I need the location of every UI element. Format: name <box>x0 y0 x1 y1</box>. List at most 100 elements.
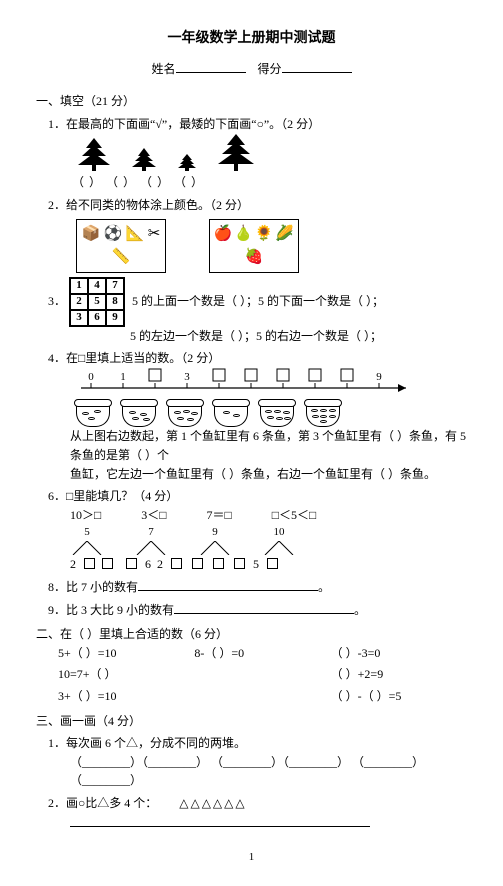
sec3-q2: 2．画○比△多 4 个： △△△△△△ <box>48 794 467 827</box>
obj-icon: 📏 <box>112 246 131 269</box>
q6-text: 6．□里能填几？（4 分） <box>48 487 467 506</box>
grid-cell: 3 <box>70 310 88 326</box>
q6-bottom-row: 2 6 2 5 <box>70 555 467 574</box>
tree-1 <box>78 141 110 171</box>
q6: 6．□里能填几？（4 分） 10＞□ 3＜□ 7＝□ □＜5＜□ 5 7 9 1… <box>48 487 467 574</box>
q8: 8．比 7 小的数有 。 <box>48 578 467 597</box>
eq-item: 5+（ ）=10 <box>58 644 194 663</box>
page-title: 一年级数学上册期中测试题 <box>36 28 467 50</box>
obj-icon: 🍓 <box>245 246 264 269</box>
number-bond: 5 <box>70 524 104 555</box>
q4: 4．在□里填上适当的数。（2 分） 0 1 3 9 <box>48 349 467 483</box>
obj-icon: 📦 <box>82 223 101 246</box>
eq-item: 10=7+（ ） <box>58 665 194 684</box>
q3-lead: 3． <box>48 293 66 307</box>
eq-item: 3+（ ）=10 <box>58 687 194 706</box>
q1-trees <box>78 137 467 171</box>
q6-ineq: □＜5＜□ <box>272 506 317 525</box>
q1: 1．在最高的下面画“√”，最矮的下面画“○”。（2 分） <box>48 115 467 192</box>
section-2-heading: 二、在（ ）里填上合适的数（6 分） <box>36 625 467 644</box>
fishbowl <box>260 403 294 427</box>
name-blank <box>176 61 246 73</box>
section-3: 三、画一画（4 分） 1．每次画 6 个△，分成不同的两堆。 （________… <box>36 712 467 827</box>
fishbowl <box>306 403 340 427</box>
sec3-q2-triangles: △△△△△△ <box>179 796 246 810</box>
fishbowl <box>168 403 202 427</box>
eq-item: （ ）-（ ）=5 <box>331 687 467 706</box>
sec3-q2-lead: 2．画○比△多 4 个： <box>48 796 157 810</box>
svg-text:1: 1 <box>120 371 126 383</box>
grid-cell: 5 <box>88 294 106 310</box>
q6-ineq: 10＞□ <box>70 506 101 525</box>
grid-cell: 4 <box>88 278 106 294</box>
fishbowl <box>122 403 156 427</box>
q4-line1: 从上图右边数起，第 1 个鱼缸里有 6 条鱼，第 3 个鱼缸里有（ ）条鱼，有 … <box>70 427 467 464</box>
q6-ineq: 3＜□ <box>141 506 166 525</box>
obj-icon: ⚽ <box>104 223 123 246</box>
number-bond: 9 <box>198 524 232 555</box>
obj-icon: 🍎 <box>214 223 233 246</box>
grid-cell: 6 <box>88 310 106 326</box>
period: 。 <box>318 580 330 594</box>
q6-ineq: 7＝□ <box>207 506 232 525</box>
sec3-q1: 1．每次画 6 个△，分成不同的两堆。 （________）（________）… <box>48 734 467 790</box>
grid-cell: 2 <box>70 294 88 310</box>
obj-icon: 🍐 <box>234 223 253 246</box>
section-2: 二、在（ ）里填上合适的数（6 分） 5+（ ）=10 8-（ ）=0 （ ）-… <box>36 625 467 705</box>
obj-icon: 🌽 <box>275 223 294 246</box>
q2-box-right: 🍎 🍐 🌻 🌽 🍓 <box>209 219 299 273</box>
number-line: 0 1 3 9 <box>76 368 416 396</box>
sec3-q1-text: 1．每次画 6 个△，分成不同的两堆。 <box>48 734 467 753</box>
obj-icon: 📐 <box>126 223 145 246</box>
tree-4 <box>218 137 254 171</box>
q4-line2: 鱼缸，它左边一个鱼缸里有（ ）条鱼，右边一个鱼缸里有（ ）条鱼。 <box>70 465 467 484</box>
q6-number-bonds: 5 7 9 10 <box>70 524 467 555</box>
period: 。 <box>354 603 366 617</box>
svg-text:0: 0 <box>88 371 94 383</box>
sec3-q2-blank <box>70 813 370 827</box>
q9-blank <box>174 602 354 614</box>
grid-cell: 1 <box>70 278 88 294</box>
grid-cell: 7 <box>106 278 124 294</box>
section-1: 一、填空（21 分） 1．在最高的下面画“√”，最矮的下面画“○”。（2 分） <box>36 92 467 619</box>
obj-icon: 🌻 <box>255 223 274 246</box>
page-number: 1 <box>36 849 467 866</box>
q1-text: 1．在最高的下面画“√”，最矮的下面画“○”。（2 分） <box>48 115 467 134</box>
section-3-heading: 三、画一画（4 分） <box>36 712 467 731</box>
q9: 9．比 3 大比 9 小的数有 。 <box>48 601 467 620</box>
fishbowl <box>214 403 248 427</box>
eq-item: （ ）-3=0 <box>331 644 467 663</box>
q4-text: 4．在□里填上适当的数。（2 分） <box>48 349 467 368</box>
score-label: 得分 <box>258 62 282 76</box>
q3-line1: 5 的上面一个数是（ ）；5 的下面一个数是（ ）； <box>132 293 384 307</box>
svg-text:9: 9 <box>376 371 382 383</box>
q8-blank <box>138 579 318 591</box>
eq-item: 8-（ ）=0 <box>194 644 330 663</box>
score-blank <box>282 61 352 73</box>
number-bond: 10 <box>262 524 296 555</box>
number-bond: 7 <box>134 524 168 555</box>
grid-cell: 9 <box>106 310 124 326</box>
name-label: 姓名 <box>151 62 175 76</box>
eq-item <box>194 665 330 684</box>
q3: 3． 1 4 7 2 5 8 3 6 9 5 的上面一个数是（ ）；5 的下面一… <box>48 277 467 346</box>
eq-item <box>194 687 330 706</box>
q1-paren-row: （ ） （ ） （ ） （ ） <box>72 173 467 192</box>
eq-item: （ ）+2=9 <box>331 665 467 684</box>
q3-grid: 1 4 7 2 5 8 3 6 9 <box>69 277 125 327</box>
grid-cell: 8 <box>106 294 124 310</box>
q8-text: 8．比 7 小的数有 <box>48 580 138 594</box>
section-1-heading: 一、填空（21 分） <box>36 92 467 111</box>
fishbowl <box>76 403 110 427</box>
q9-text: 9．比 3 大比 9 小的数有 <box>48 603 174 617</box>
tree-3 <box>178 157 196 171</box>
sec3-q1-blanks: （________）（________） （________）（________… <box>70 753 467 790</box>
q3-line2: 5 的左边一个数是（ ）；5 的右边一个数是（ ）； <box>130 327 467 346</box>
tree-2 <box>132 151 156 171</box>
q2-box-left: 📦 ⚽ 📐 ✂ 📏 <box>76 219 166 273</box>
name-score-line: 姓名 得分 <box>36 60 467 79</box>
q2-text: 2．给不同类的物体涂上颜色。（2 分） <box>48 196 467 215</box>
q2: 2．给不同类的物体涂上颜色。（2 分） 📦 ⚽ 📐 ✂ 📏 🍎 🍐 🌻 🌽 🍓 <box>48 196 467 273</box>
svg-text:3: 3 <box>184 371 190 383</box>
obj-icon: ✂ <box>148 223 161 246</box>
